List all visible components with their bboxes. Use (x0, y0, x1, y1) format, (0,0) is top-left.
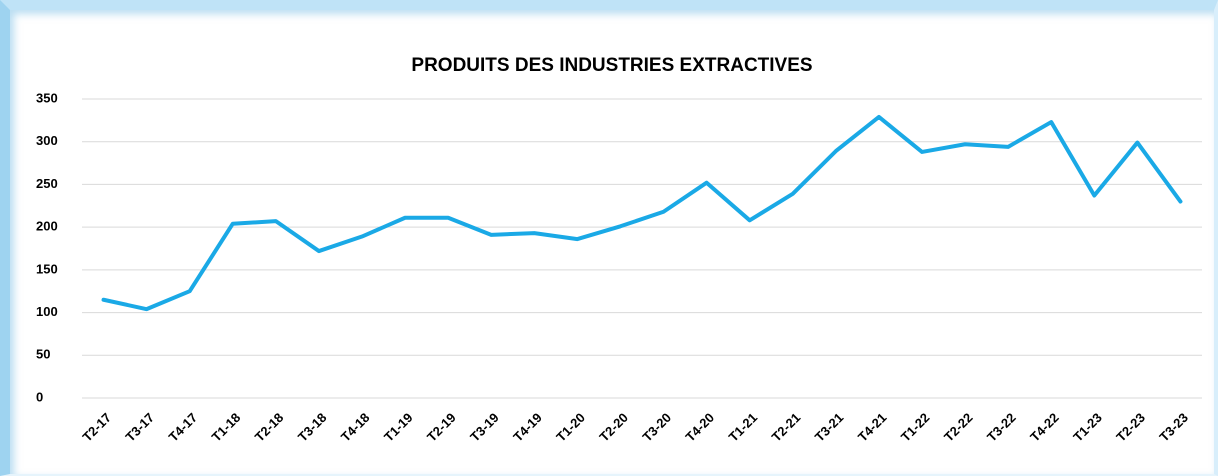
y-tick-label: 50 (36, 347, 50, 362)
x-tick-label: T4-19 (510, 410, 545, 445)
x-tick-label: T3-20 (639, 410, 674, 445)
x-tick-label: T2-21 (769, 410, 804, 445)
x-tick-label: T2-23 (1113, 410, 1148, 445)
chart-title: PRODUITS DES INDUSTRIES EXTRACTIVES (411, 55, 812, 76)
y-tick-label: 100 (36, 304, 58, 319)
x-tick-label: T1-22 (898, 410, 933, 445)
x-tick-label: T1-18 (209, 410, 244, 445)
x-tick-label: T1-21 (726, 410, 761, 445)
x-tick-label: T4-20 (683, 410, 718, 445)
x-tick-label: T2-20 (596, 410, 631, 445)
x-tick-label: T1-23 (1070, 410, 1105, 445)
y-tick-label: 0 (36, 389, 43, 404)
y-tick-label: 150 (36, 261, 58, 276)
x-tick-label: T2-17 (79, 410, 114, 445)
x-tick-label: T3-18 (295, 410, 330, 445)
x-tick-label: T3-17 (123, 410, 158, 445)
x-tick-label: T1-19 (381, 410, 416, 445)
x-tick-label: T3-21 (812, 410, 847, 445)
x-tick-label: T3-22 (984, 410, 1019, 445)
x-tick-label: T4-21 (855, 410, 890, 445)
x-tick-label: T3-23 (1156, 410, 1191, 445)
x-tick-label: T3-19 (467, 410, 502, 445)
x-tick-label: T4-22 (1027, 410, 1062, 445)
x-tick-label: T4-18 (338, 410, 373, 445)
x-tick-label: T4-17 (166, 410, 201, 445)
x-tick-label: T2-18 (252, 410, 287, 445)
x-tick-label: T2-22 (941, 410, 976, 445)
x-tick-label: T2-19 (424, 410, 459, 445)
x-tick-label: T1-20 (553, 410, 588, 445)
y-tick-label: 350 (36, 90, 58, 105)
line-series (101, 114, 1183, 312)
y-tick-label: 300 (36, 133, 58, 148)
y-tick-label: 250 (36, 176, 58, 191)
y-tick-label: 200 (36, 219, 58, 234)
